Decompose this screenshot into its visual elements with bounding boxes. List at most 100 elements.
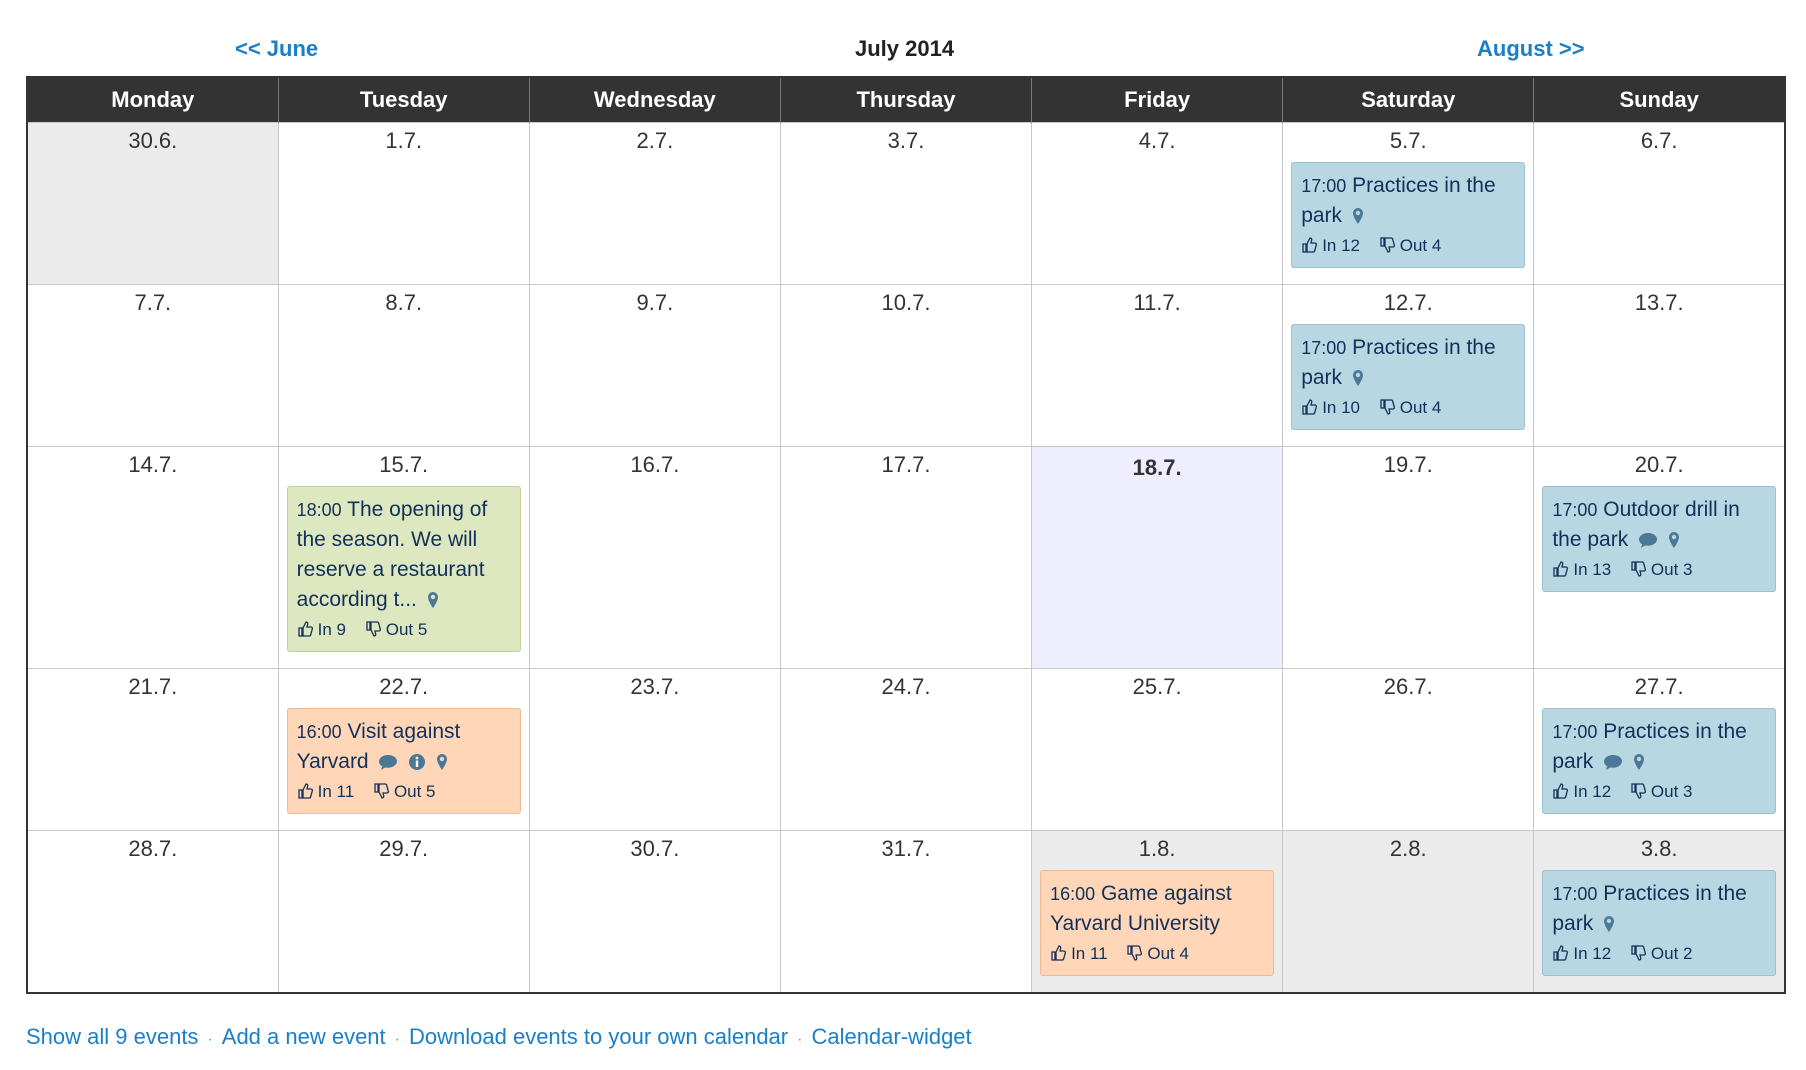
speech-bubble-icon[interactable] — [1638, 531, 1658, 549]
event-attendance: In 12 Out 4 — [1301, 233, 1514, 259]
add-event-link[interactable]: Add a new event — [221, 1024, 386, 1049]
event-card[interactable]: 16:00 Visit against Yarvard In 11 Out 5 — [286, 708, 521, 814]
thumbs-down-icon[interactable] — [365, 621, 381, 637]
day-cell[interactable]: 9.7. — [528, 284, 781, 447]
thumbs-up-icon[interactable] — [1552, 561, 1568, 577]
day-number: 5.7. — [1389, 128, 1427, 153]
day-cell[interactable]: 3.8. 17:00 Practices in the park In 12 O… — [1533, 830, 1786, 994]
day-cell[interactable]: 23.7. — [528, 668, 781, 831]
not-attending-count: Out 2 — [1650, 944, 1693, 963]
event-card[interactable]: 17:00 Practices in the park In 12 Out 3 — [1542, 708, 1776, 814]
map-pin-icon[interactable] — [1668, 531, 1680, 549]
thumbs-up-icon[interactable] — [1050, 945, 1066, 961]
event-card[interactable]: 17:00 Practices in the park In 12 Out 4 — [1291, 162, 1526, 268]
calendar-widget-link[interactable]: Calendar-widget — [811, 1024, 972, 1049]
thumbs-down-icon[interactable] — [1379, 237, 1395, 253]
day-cell[interactable]: 17.7. — [779, 446, 1033, 669]
event-card[interactable]: 18:00 The opening of the season. We will… — [286, 486, 521, 652]
day-number: 4.7. — [1138, 128, 1176, 153]
day-cell[interactable]: 5.7. 17:00 Practices in the park In 12 O… — [1282, 122, 1535, 285]
event-card[interactable]: 17:00 Practices in the park In 10 Out 4 — [1291, 324, 1526, 430]
thumbs-up-icon[interactable] — [1301, 399, 1317, 415]
day-cell[interactable]: 22.7. 16:00 Visit against Yarvard In 11 … — [277, 668, 530, 831]
map-pin-icon[interactable] — [1352, 207, 1364, 225]
thumbs-down-icon[interactable] — [1630, 561, 1646, 577]
day-number: 15.7. — [379, 452, 429, 477]
day-cell[interactable]: 30.7. — [528, 830, 781, 994]
day-number: 8.7. — [385, 290, 423, 315]
day-cell[interactable]: 21.7. — [26, 668, 279, 831]
thumbs-down-icon[interactable] — [1126, 945, 1142, 961]
download-events-link[interactable]: Download events to your own calendar — [409, 1024, 789, 1049]
day-number: 31.7. — [881, 836, 931, 861]
separator: · — [394, 1031, 400, 1048]
day-cell[interactable]: 1.8. 16:00 Game against Yarvard Universi… — [1031, 830, 1284, 994]
speech-bubble-icon[interactable] — [378, 753, 398, 771]
thumbs-down-icon[interactable] — [1630, 945, 1646, 961]
day-cell[interactable]: 14.7. — [26, 446, 279, 669]
calendar-grid: Monday Tuesday Wednesday Thursday Friday… — [26, 76, 1786, 994]
footer-links: Show all 9 events · Add a new event · Downlo… — [26, 1024, 972, 1050]
event-attendance: In 9 Out 5 — [297, 617, 510, 643]
speech-bubble-icon[interactable] — [1603, 753, 1623, 771]
day-number: 12.7. — [1383, 290, 1433, 315]
day-number: 9.7. — [636, 290, 674, 315]
thumbs-down-icon[interactable] — [1379, 399, 1395, 415]
day-cell[interactable]: 4.7. — [1031, 122, 1284, 285]
thumbs-up-icon[interactable] — [297, 783, 313, 799]
day-cell[interactable]: 6.7. — [1533, 122, 1786, 285]
day-cell[interactable]: 27.7. 17:00 Practices in the park In 12 … — [1533, 668, 1786, 831]
day-cell[interactable]: 20.7. 17:00 Outdoor drill in the park In… — [1533, 446, 1786, 669]
day-cell[interactable]: 28.7. — [26, 830, 279, 994]
weekday-header: Thursday — [779, 77, 1032, 123]
thumbs-up-icon[interactable] — [1301, 237, 1317, 253]
day-cell[interactable]: 2.8. — [1282, 830, 1535, 994]
info-icon[interactable] — [408, 753, 426, 771]
not-attending-count: Out 3 — [1650, 560, 1693, 579]
day-number: 11.7. — [1133, 290, 1181, 315]
thumbs-up-icon[interactable] — [1552, 945, 1568, 961]
day-cell[interactable]: 3.7. — [779, 122, 1033, 285]
day-cell[interactable]: 16.7. — [528, 446, 781, 669]
event-time: 17:00 — [1552, 884, 1598, 904]
day-cell[interactable]: 1.7. — [277, 122, 530, 285]
thumbs-up-icon[interactable] — [1552, 783, 1568, 799]
week-row: 21.7. 22.7. 16:00 Visit against Yarvard … — [26, 668, 1786, 831]
day-number: 6.7. — [1640, 128, 1678, 153]
event-card[interactable]: 16:00 Game against Yarvard University In… — [1040, 870, 1275, 976]
day-cell[interactable]: 10.7. — [779, 284, 1033, 447]
thumbs-up-icon[interactable] — [297, 621, 313, 637]
day-cell[interactable]: 12.7. 17:00 Practices in the park In 10 … — [1282, 284, 1535, 447]
day-cell[interactable]: 11.7. — [1031, 284, 1284, 447]
thumbs-down-icon[interactable] — [373, 783, 389, 799]
event-title: The opening of the season. We will reser… — [296, 498, 488, 611]
attending-count: In 9 — [317, 620, 346, 639]
event-card[interactable]: 17:00 Outdoor drill in the park In 13 Ou… — [1542, 486, 1776, 592]
day-number: 29.7. — [379, 836, 429, 861]
day-cell[interactable]: 30.6. — [26, 122, 279, 285]
map-pin-icon[interactable] — [1352, 369, 1364, 387]
month-navigation: << June July 2014 August >> — [0, 30, 1806, 70]
day-cell[interactable]: 29.7. — [277, 830, 530, 994]
map-pin-icon[interactable] — [427, 591, 439, 609]
today-cell[interactable]: 18.7. — [1031, 446, 1284, 669]
day-cell[interactable]: 25.7. — [1031, 668, 1284, 831]
previous-month-link[interactable]: << June — [235, 36, 319, 61]
map-pin-icon[interactable] — [1603, 915, 1615, 933]
day-cell[interactable]: 7.7. — [26, 284, 279, 447]
day-number: 27.7. — [1634, 674, 1684, 699]
day-cell[interactable]: 15.7. 18:00 The opening of the season. W… — [277, 446, 530, 669]
map-pin-icon[interactable] — [436, 753, 448, 771]
day-cell[interactable]: 19.7. — [1282, 446, 1535, 669]
show-all-events-link[interactable]: Show all 9 events — [26, 1024, 199, 1049]
thumbs-down-icon[interactable] — [1630, 783, 1646, 799]
day-cell[interactable]: 8.7. — [277, 284, 530, 447]
day-cell[interactable]: 24.7. — [779, 668, 1033, 831]
map-pin-icon[interactable] — [1633, 753, 1645, 771]
day-cell[interactable]: 13.7. — [1533, 284, 1786, 447]
event-card[interactable]: 17:00 Practices in the park In 12 Out 2 — [1542, 870, 1776, 976]
day-cell[interactable]: 2.7. — [528, 122, 781, 285]
next-month-link[interactable]: August >> — [1477, 36, 1585, 61]
day-cell[interactable]: 31.7. — [779, 830, 1033, 994]
day-cell[interactable]: 26.7. — [1282, 668, 1535, 831]
